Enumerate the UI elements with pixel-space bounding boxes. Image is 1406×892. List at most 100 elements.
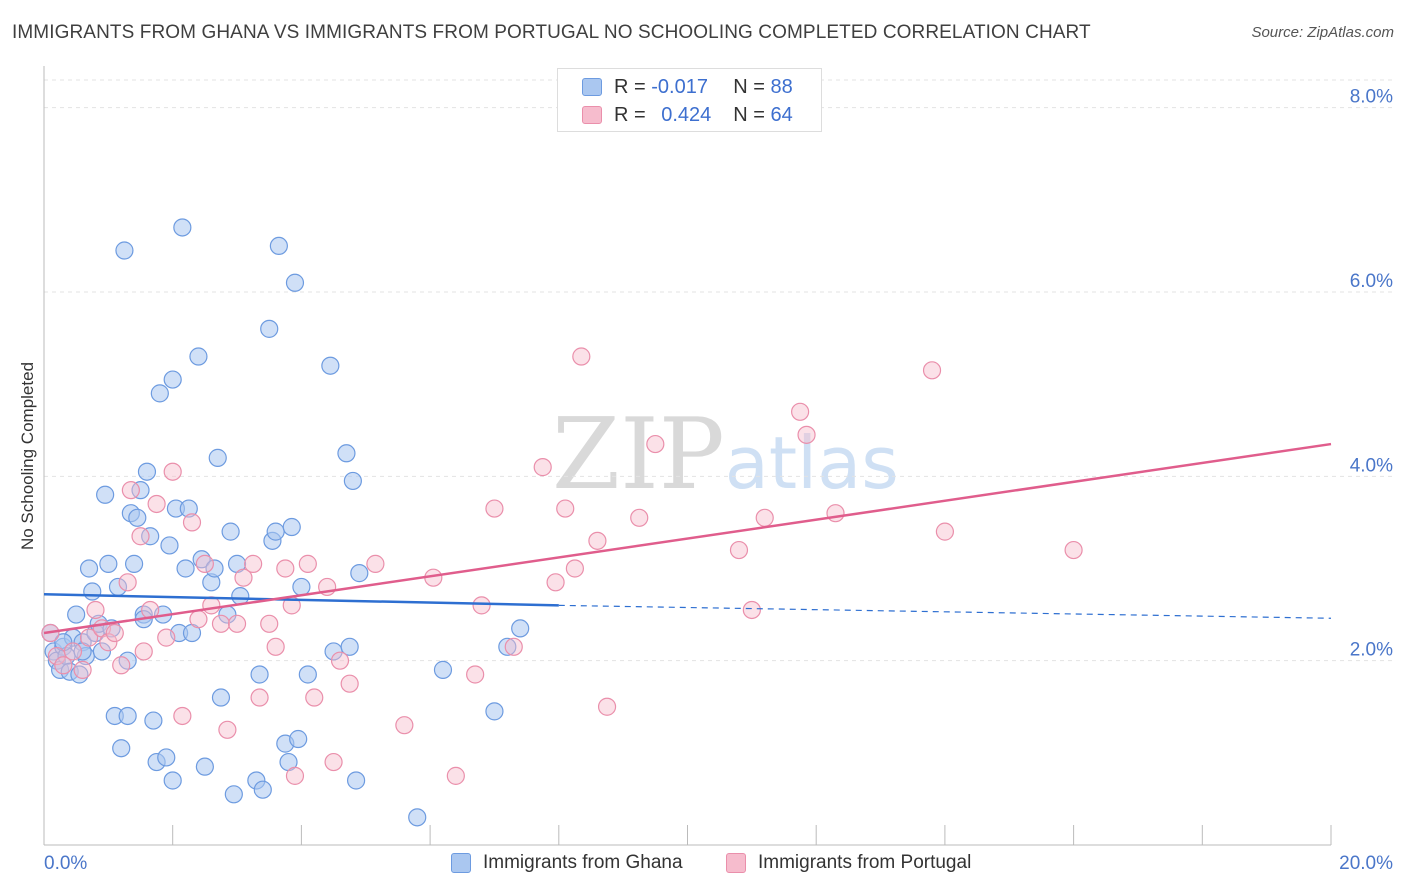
ghana-point — [189, 347, 208, 366]
ghana-point — [337, 444, 356, 463]
portugal-point — [54, 656, 73, 675]
portugal-point — [112, 656, 131, 675]
ghana-point — [289, 729, 308, 749]
ghana-point — [115, 241, 134, 260]
watermark-atlas: atlas — [724, 421, 899, 505]
ghana-point — [292, 577, 311, 597]
ghana-point — [346, 771, 366, 790]
legend-r-value: -0.017 — [651, 75, 708, 98]
portugal-point — [546, 573, 565, 592]
portugal-point — [556, 499, 575, 518]
ghana-point — [485, 702, 504, 721]
ghana-point — [141, 527, 160, 546]
portugal-point — [105, 623, 124, 643]
portugal-point — [260, 614, 279, 633]
ghana-point — [67, 605, 86, 624]
portugal-point — [134, 642, 153, 661]
ghana-point — [224, 785, 243, 804]
ghana-point — [269, 236, 288, 256]
x-tick-label: 20.0% — [1339, 853, 1393, 874]
bottom-legend-swatch-portugal — [726, 853, 746, 873]
portugal-point — [79, 628, 99, 647]
portugal-points — [41, 347, 1083, 785]
portugal-point — [195, 554, 214, 573]
portugal-point — [826, 504, 845, 523]
ghana-point — [160, 536, 179, 555]
portugal-point — [935, 522, 955, 541]
portugal-point — [276, 559, 295, 578]
ghana-point — [433, 660, 453, 679]
legend-row-ghana: R = -0.017 N = 88 — [582, 74, 793, 100]
portugal-point — [340, 674, 359, 693]
portugal-point — [118, 573, 137, 592]
ghana-trend-line-dashed — [558, 604, 1332, 619]
ghana-point — [340, 637, 359, 656]
ghana-point — [163, 771, 182, 790]
tick-labels: 2.0% 4.0% 6.0% 8.0% 0.0% 20.0% — [44, 87, 1393, 874]
portugal-point — [324, 752, 343, 772]
portugal-point — [211, 614, 231, 633]
legend-r-label: R = — [614, 75, 652, 98]
portugal-point — [189, 610, 208, 629]
legend-swatch-portugal — [582, 106, 602, 124]
portugal-point — [572, 347, 591, 366]
trend-lines — [43, 442, 1332, 635]
portugal-point — [922, 361, 942, 380]
portugal-point — [485, 499, 504, 518]
legend-swatch-ghana — [582, 78, 602, 96]
ghana-point — [408, 808, 427, 827]
bottom-legend-label-ghana: Immigrants from Ghana — [483, 852, 683, 873]
ghana-trend-line — [43, 593, 559, 607]
legend-n-value: 88 — [770, 75, 793, 98]
ghana-point — [195, 757, 214, 776]
bottom-legend-ghana: Immigrants from Ghana — [451, 852, 683, 874]
portugal-point — [182, 513, 202, 532]
legend-r-label: R = — [614, 103, 652, 126]
ghana-point — [112, 739, 131, 758]
portugal-point — [504, 637, 523, 656]
portugal-point — [163, 462, 182, 481]
ghana-point — [498, 637, 517, 656]
portugal-point — [1064, 540, 1083, 560]
ghana-point — [343, 471, 362, 491]
portugal-point — [395, 716, 414, 735]
portugal-point — [330, 651, 350, 670]
portugal-point — [472, 596, 491, 615]
portugal-point — [466, 665, 485, 684]
portugal-point — [157, 628, 176, 647]
legend-n-label: N = — [733, 75, 771, 98]
ghana-points — [41, 218, 530, 827]
portugal-point — [630, 508, 649, 527]
x-tick-label: 0.0% — [44, 853, 87, 874]
bottom-legend: Immigrants from Ghana Immigrants from Po… — [0, 852, 1406, 878]
y-tick-label: 2.0% — [1350, 640, 1393, 661]
ghana-point — [128, 508, 147, 527]
ghana-point — [205, 559, 224, 578]
portugal-point — [533, 458, 552, 477]
portugal-point — [244, 554, 263, 573]
ghana-point — [211, 688, 231, 707]
ghana-point — [266, 522, 285, 541]
ghana-point — [99, 554, 118, 573]
ghana-point — [173, 218, 192, 237]
portugal-point — [147, 494, 166, 514]
ghana-point — [321, 356, 340, 375]
ghana-point — [260, 319, 279, 338]
ghana-point — [131, 481, 150, 500]
portugal-point — [121, 481, 140, 500]
legend: R = -0.017 N = 88 R = 0.424 N = 64 — [557, 68, 822, 132]
watermark: ZIPatlas — [552, 398, 899, 512]
portugal-point — [755, 508, 774, 527]
ghana-point — [92, 642, 112, 661]
legend-n-value: 64 — [770, 103, 793, 126]
ghana-point — [250, 665, 269, 684]
legend-r-value: 0.424 — [661, 103, 712, 126]
ghana-point — [221, 522, 240, 541]
legend-n-label: N = — [733, 103, 771, 126]
bottom-legend-portugal: Immigrants from Portugal — [726, 852, 971, 874]
portugal-point — [227, 614, 247, 633]
portugal-point — [202, 596, 221, 615]
portugal-point — [234, 568, 253, 587]
portugal-point — [173, 706, 192, 726]
ghana-point — [118, 706, 137, 726]
